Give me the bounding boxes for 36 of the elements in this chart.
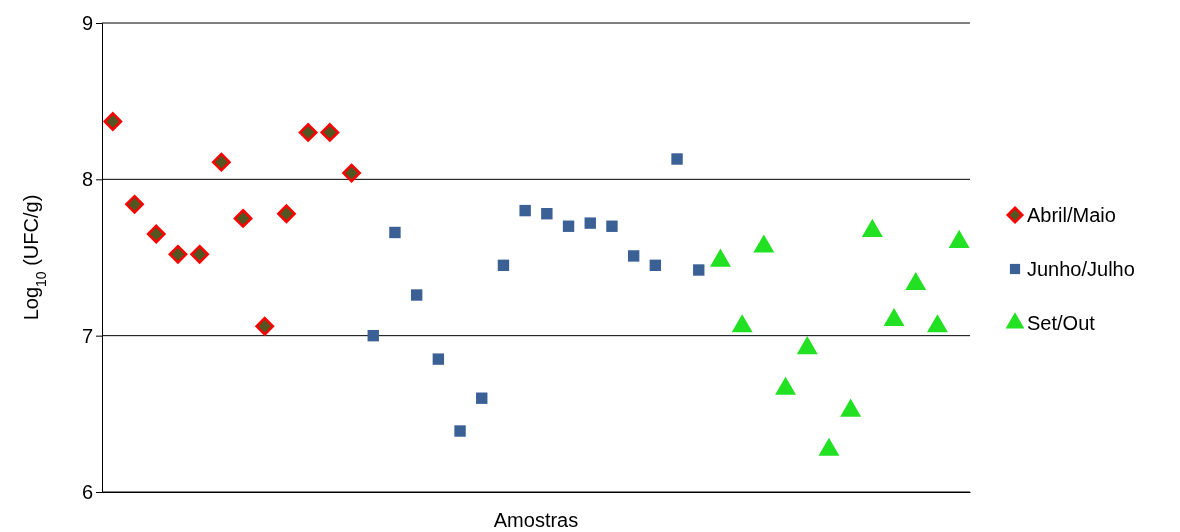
point — [277, 204, 296, 224]
point — [671, 153, 683, 165]
y-tick-label: 8 — [81, 168, 93, 191]
point — [125, 194, 144, 214]
point — [649, 259, 662, 272]
point — [320, 123, 340, 142]
y-tick-label: 6 — [81, 480, 93, 503]
legend-label: Set/Out — [1027, 312, 1096, 334]
point — [584, 217, 596, 229]
point — [693, 264, 705, 276]
point — [562, 220, 575, 232]
point — [454, 425, 466, 437]
point — [233, 209, 253, 228]
point — [211, 152, 231, 172]
legend-label: Abril/Maio — [1027, 204, 1116, 226]
point — [146, 224, 166, 244]
point — [476, 392, 488, 404]
point — [168, 244, 188, 264]
point — [255, 316, 275, 336]
x-axis-title: Amostras — [493, 509, 579, 531]
point — [103, 112, 123, 131]
point — [606, 220, 618, 232]
point — [519, 204, 531, 217]
point — [342, 163, 361, 183]
point — [497, 259, 510, 272]
point — [367, 329, 379, 342]
y-tick-label: 7 — [81, 324, 93, 347]
point — [389, 226, 401, 239]
y-tick-label: 9 — [81, 11, 93, 34]
point — [541, 208, 553, 220]
point — [410, 289, 423, 301]
point — [432, 353, 445, 365]
point — [627, 250, 640, 262]
point — [190, 244, 210, 264]
legend-label: Junho/Julho — [1027, 258, 1135, 280]
point — [298, 123, 318, 142]
